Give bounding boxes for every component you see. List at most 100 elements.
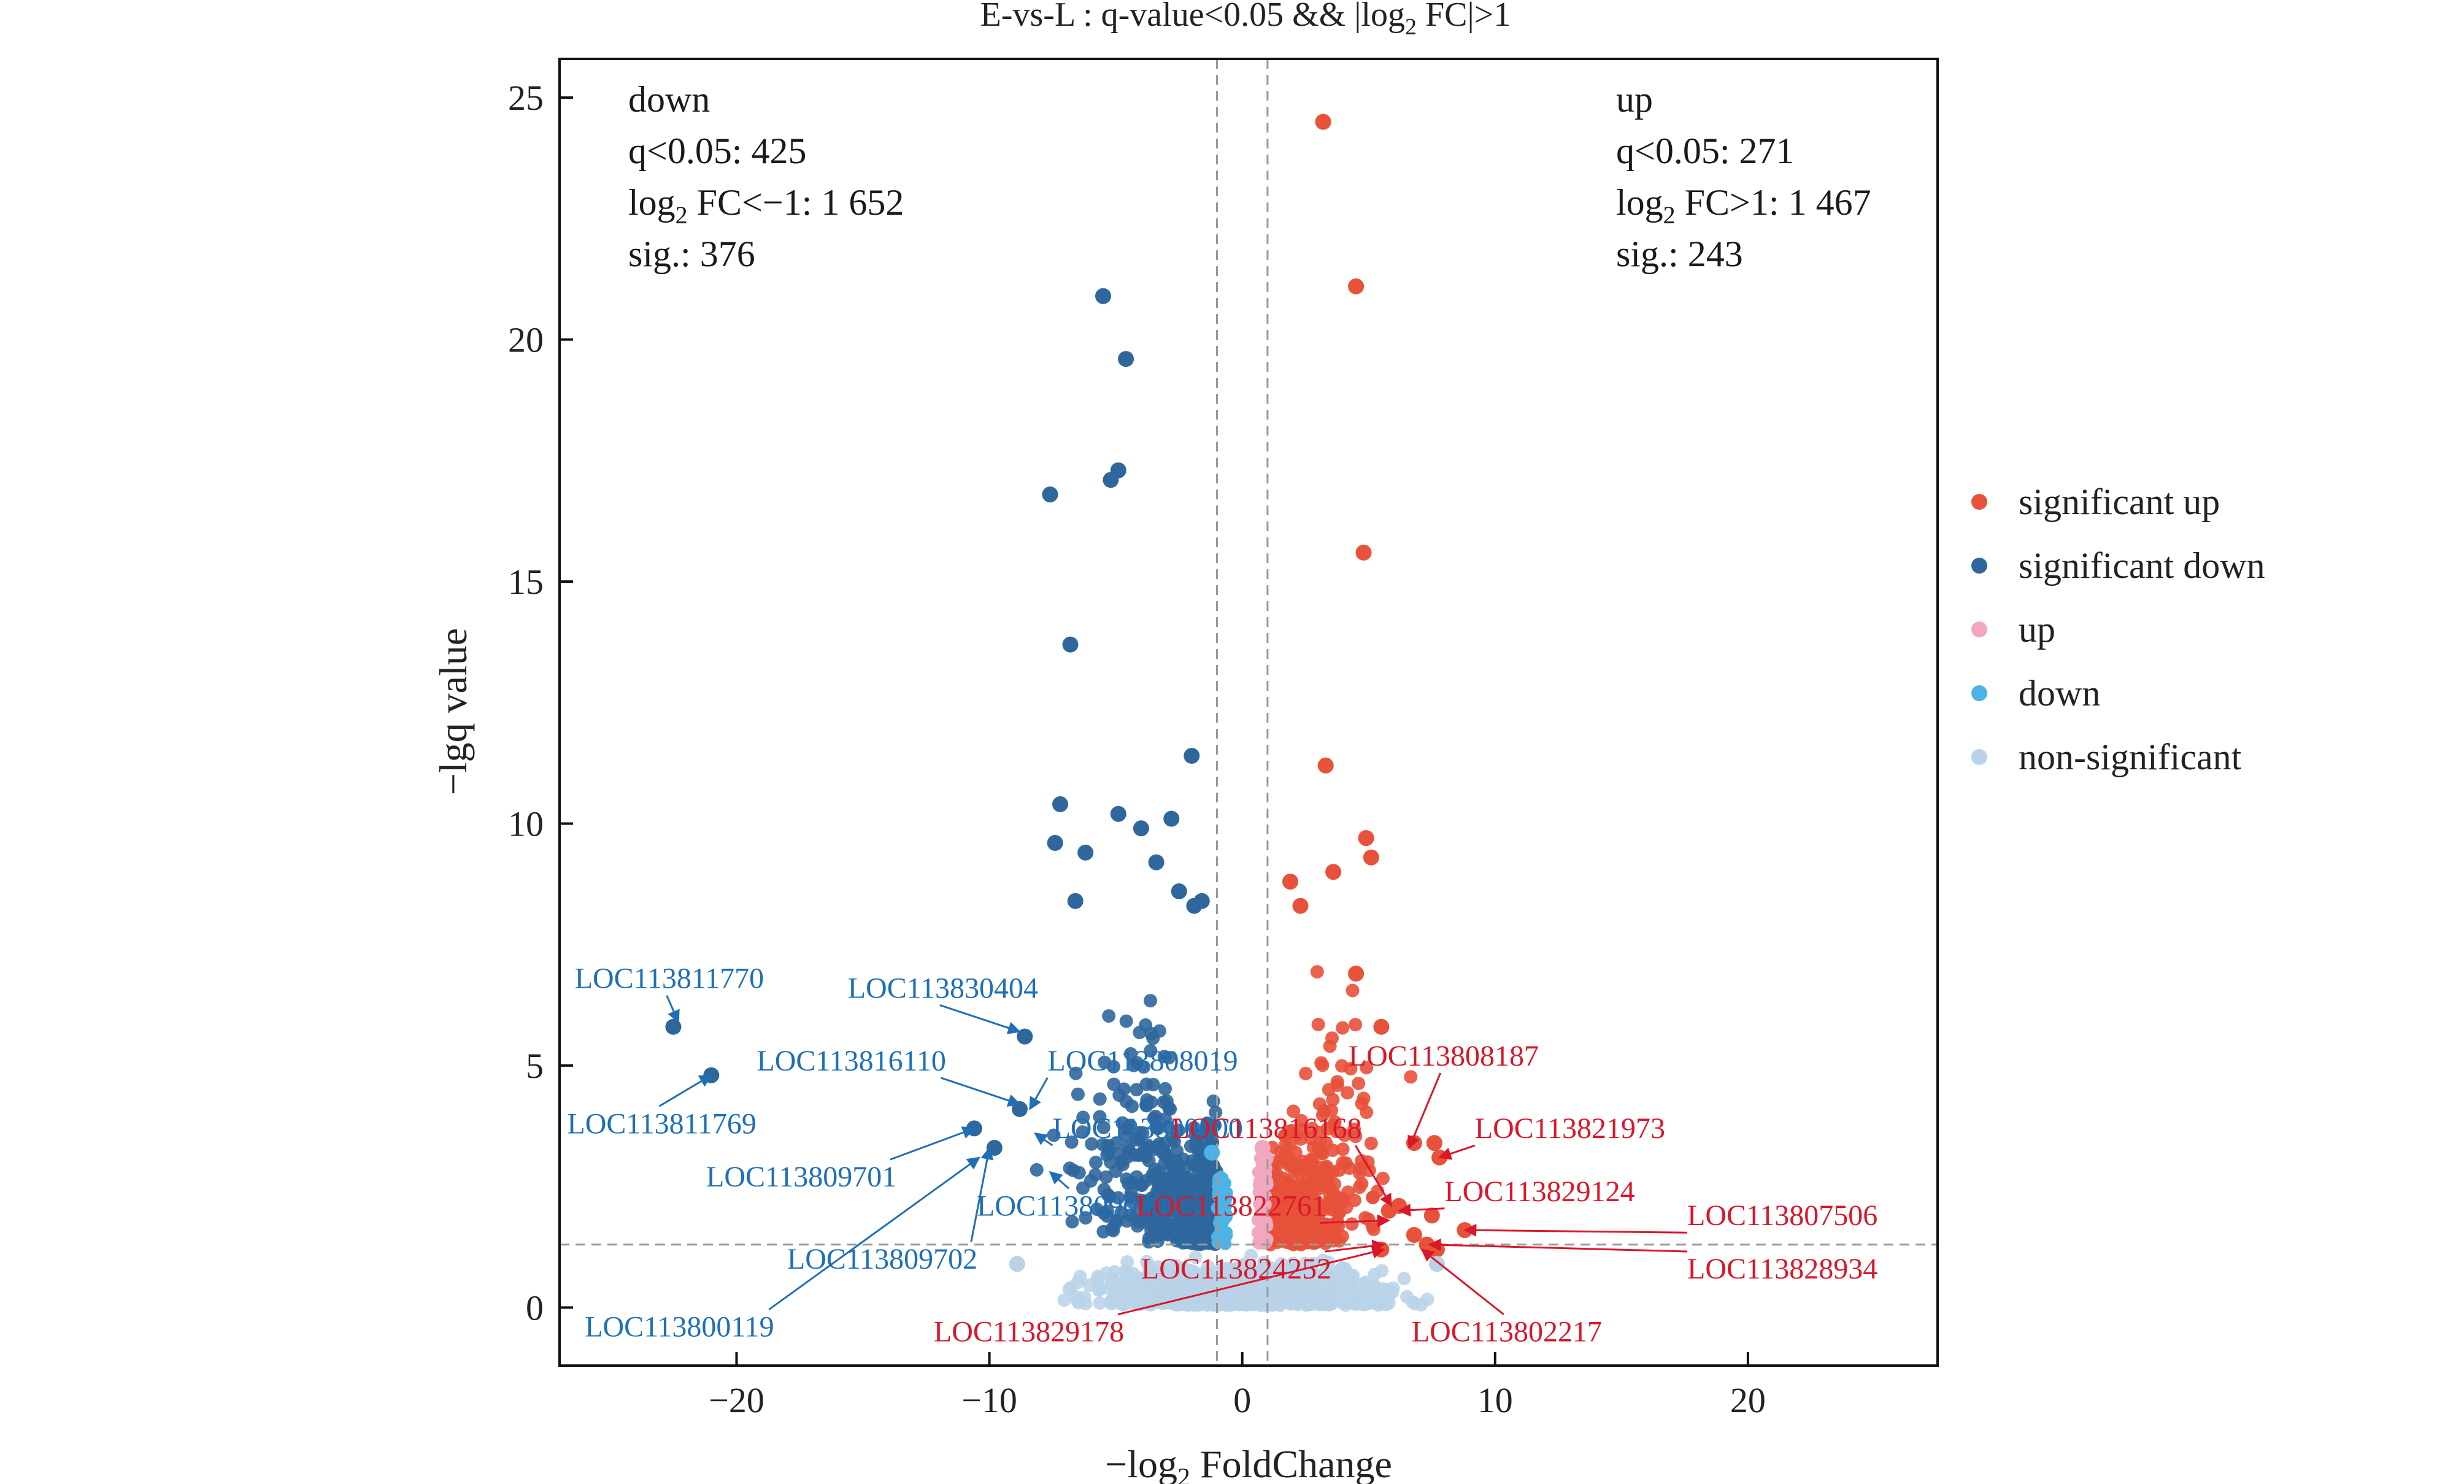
data-point: [1052, 796, 1068, 812]
up-point: [1253, 1175, 1266, 1188]
sig-down-point: [1132, 1193, 1146, 1207]
data-point: [1363, 849, 1379, 866]
ns-point: [1309, 1291, 1323, 1305]
legend: significant up significant down up down …: [1971, 482, 2265, 777]
x-tick-label: −20: [709, 1380, 764, 1420]
annotation-arrow: [1438, 1144, 1476, 1160]
sig-down-point: [1144, 1191, 1158, 1205]
sig-down-point: [1150, 1121, 1164, 1135]
y-tick-label: 15: [508, 562, 544, 602]
sig-down-point: [1157, 1184, 1171, 1198]
data-point: [1355, 544, 1372, 561]
data-point: [1358, 830, 1374, 847]
sig-down-point: [1198, 1234, 1212, 1248]
y-tick-label: 5: [526, 1046, 544, 1086]
sig-up-point: [1336, 1192, 1350, 1205]
sig-down-point: [1105, 1222, 1119, 1236]
ns-point: [1272, 1275, 1287, 1290]
sig-down-point: [1175, 1174, 1189, 1188]
sig-down-point: [1130, 1205, 1144, 1220]
sig-up-point: [1312, 1097, 1326, 1111]
y-tick-label: 25: [508, 78, 544, 118]
sig-down-point: [1158, 1082, 1172, 1096]
sig-up-point: [1352, 1077, 1366, 1090]
sig-up-point: [1311, 1018, 1325, 1031]
data-point: [1009, 1256, 1025, 1272]
annotation-arrow: [1355, 1145, 1393, 1207]
sig-down-point: [1157, 1050, 1171, 1064]
sig-down-point: [1076, 1125, 1090, 1139]
sig-up-point: [1314, 1224, 1328, 1238]
sig-down-point: [1090, 1202, 1104, 1217]
sig-up-point: [1336, 1142, 1350, 1156]
sig-down-point: [1111, 1191, 1125, 1205]
sig-down-point: [1119, 1014, 1133, 1028]
annotation-arrow: [890, 1126, 976, 1161]
gene-label: LOC113822761: [1136, 1190, 1326, 1222]
sig-down-point: [1158, 1156, 1172, 1171]
ns-point: [1106, 1271, 1120, 1285]
sig-down-point: [1093, 1110, 1107, 1124]
sig-down-point: [1130, 1083, 1144, 1097]
sig-up-point: [1287, 1104, 1301, 1118]
sig-down-point: [1085, 1137, 1099, 1151]
sig-up-point: [1315, 1108, 1330, 1122]
ns-point: [1177, 1261, 1192, 1275]
y-tick-label: 20: [508, 320, 544, 360]
ns-point: [1118, 1277, 1133, 1291]
legend-marker-significant-down: [1971, 558, 1987, 574]
sig-down-point: [1119, 1094, 1133, 1109]
sig-down-point: [1101, 1204, 1114, 1218]
data-point: [1325, 864, 1342, 880]
ns-point: [1227, 1278, 1241, 1292]
svg-text:q<0.05: 425: q<0.05: 425: [628, 131, 807, 171]
sig-down-point: [1079, 1211, 1093, 1225]
gene-label: LOC113808187: [1349, 1040, 1539, 1072]
y-tick-label: 10: [508, 804, 544, 844]
x-tick-label: 20: [1730, 1380, 1766, 1420]
legend-entry-up: up: [2019, 609, 2055, 650]
sig-down-point: [1076, 1110, 1090, 1125]
sig-down-point: [1144, 1044, 1158, 1058]
sig-down-point: [1145, 1168, 1160, 1182]
sig-down-point: [1030, 1163, 1044, 1177]
sig-down-point: [1098, 1055, 1112, 1069]
sig-up-point: [1299, 1066, 1313, 1080]
gene-label: LOC113821973: [1475, 1112, 1665, 1145]
annotation-arrow: [1320, 1214, 1390, 1228]
data-point: [1391, 1198, 1407, 1214]
gene-label: LOC113808019: [1047, 1045, 1238, 1077]
sig-up-point: [1285, 1193, 1299, 1207]
sig-up-point: [1352, 1180, 1366, 1194]
data-point: [1047, 835, 1063, 851]
svg-text:log2 FC<−1: 1 652: log2 FC<−1: 1 652: [628, 182, 904, 229]
axes: −20 −10 0 10 20 0 5 10 15 20 25: [508, 78, 1766, 1420]
gene-label: LOC113800000: [1053, 1112, 1243, 1145]
gene-label: LOC113802217: [1412, 1316, 1602, 1348]
data-point: [1042, 486, 1058, 502]
sig-down-point: [1175, 1210, 1189, 1224]
sig-down-point: [1209, 1105, 1223, 1120]
annotation-arrow: [1049, 1171, 1069, 1190]
ns-point: [1338, 1298, 1352, 1312]
annotation-arrow: [1407, 1072, 1442, 1149]
ns-point: [1130, 1285, 1144, 1299]
sig-down-point: [1093, 1092, 1107, 1106]
ns-point: [1139, 1255, 1153, 1269]
gene-label: LOC113807506: [1687, 1199, 1877, 1232]
data-point: [1163, 810, 1180, 827]
y-tick-label: 0: [526, 1288, 544, 1328]
data-point: [1315, 113, 1331, 130]
ns-point: [1057, 1293, 1071, 1307]
non-significant-cloud: [1057, 1248, 1434, 1312]
sig-down-point: [1195, 1209, 1209, 1223]
gene-label: LOC113828934: [1687, 1253, 1877, 1285]
sig-down-point: [1198, 1165, 1212, 1179]
data-point: [1103, 472, 1119, 488]
ns-point: [1357, 1295, 1371, 1309]
ns-point: [1242, 1294, 1257, 1308]
sig-up-point: [1288, 1145, 1303, 1159]
sig-down-point: [1157, 1219, 1171, 1233]
